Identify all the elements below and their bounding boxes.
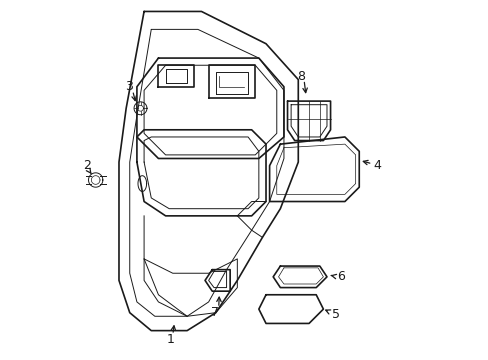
Text: 4: 4 [372,159,380,172]
Text: 2: 2 [82,159,90,172]
Text: 8: 8 [297,69,305,82]
Text: 7: 7 [211,306,219,319]
Text: 3: 3 [125,80,133,93]
Text: 5: 5 [331,308,339,321]
Text: 6: 6 [337,270,345,283]
Text: 1: 1 [167,333,175,346]
